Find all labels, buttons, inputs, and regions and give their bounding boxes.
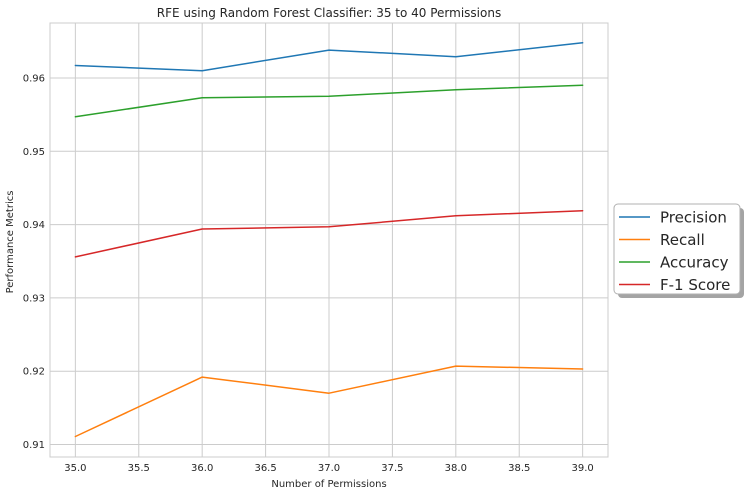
x-tick-label: 38.0	[445, 463, 467, 474]
series-layer	[74, 42, 584, 438]
y-tick-label: 0.92	[23, 367, 45, 378]
legend-label-f-1-score: F-1 Score	[660, 276, 730, 294]
x-tick-labels: 35.0 35.5 36.0 36.5 37.0 37.5 38.0 38.5 39.0	[64, 463, 594, 474]
x-axis-label: Number of Permissions	[271, 479, 386, 490]
x-tick-label: 39.0	[572, 463, 594, 474]
legend-label-accuracy: Accuracy	[660, 254, 729, 272]
y-axis-label: Performance Metrics	[5, 191, 16, 294]
legend-label-recall: Recall	[660, 231, 705, 249]
series-line-accuracy	[74, 84, 584, 118]
y-tick-label: 0.93	[23, 293, 45, 304]
x-tick-label: 36.0	[191, 463, 213, 474]
chart-title: RFE using Random Forest Classifier: 35 t…	[157, 6, 501, 20]
series-line-recall	[74, 365, 584, 438]
x-tick-label: 36.5	[254, 463, 276, 474]
series-line-precision	[74, 42, 584, 72]
y-tick-label: 0.94	[23, 220, 45, 231]
legend: Precision Recall Accuracy F-1 Score	[613, 203, 744, 298]
y-tick-labels: 0.91 0.92 0.93 0.94 0.95 0.96	[23, 73, 45, 451]
legend-entries: Precision Recall Accuracy F-1 Score	[619, 209, 730, 294]
x-tick-label: 38.5	[508, 463, 530, 474]
x-tick-label: 35.5	[128, 463, 150, 474]
series-line-f-1-score	[74, 209, 584, 258]
y-tick-label: 0.91	[23, 440, 45, 451]
legend-label-precision: Precision	[660, 209, 727, 227]
x-tick-label: 37.0	[318, 463, 340, 474]
y-tick-label: 0.95	[23, 147, 45, 158]
y-tick-label: 0.96	[23, 73, 45, 84]
y-gridlines	[50, 77, 608, 446]
legend-box	[613, 203, 741, 295]
plot-frame	[49, 22, 609, 458]
x-tick-label: 35.0	[64, 463, 86, 474]
x-tick-label: 37.5	[381, 463, 403, 474]
